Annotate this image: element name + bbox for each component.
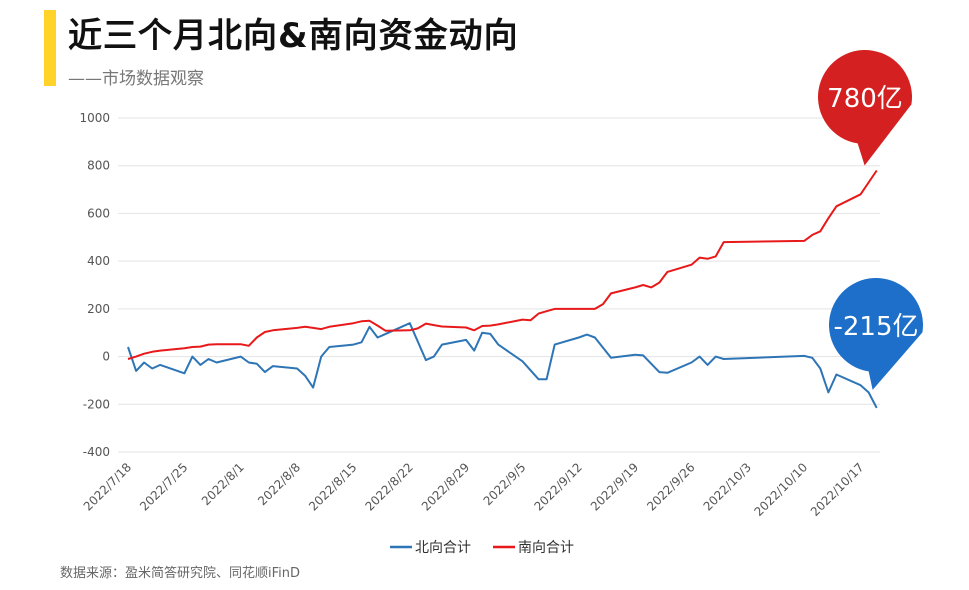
y-tick-label: 400	[87, 254, 110, 268]
y-tick-label: 600	[87, 206, 110, 220]
page-title: 近三个月北向&南向资金动向	[68, 16, 519, 56]
title-accent-bar	[44, 10, 56, 86]
y-tick-label: -200	[83, 397, 110, 411]
series-line-north	[127, 322, 878, 409]
chart-grid	[118, 117, 880, 453]
north-callout-pin	[828, 277, 923, 390]
data-source-note: 数据来源：盈米简答研究院、同花顺iFinD	[60, 566, 301, 581]
series-line-south	[127, 169, 878, 360]
x-tick-label: 2022/7/18	[81, 460, 134, 513]
x-tick-label: 2022/7/25	[137, 460, 190, 513]
y-axis-ticks: 1000 800 600 400 200 0 -200 -400	[79, 111, 110, 459]
x-tick-label: 2022/8/1	[199, 460, 247, 508]
page-subtitle: ——市场数据观察	[68, 69, 204, 89]
x-tick-label: 2022/8/8	[255, 460, 303, 508]
x-tick-label: 2022/9/26	[644, 460, 697, 513]
chart-lines	[127, 169, 878, 409]
x-tick-label: 2022/10/10	[752, 460, 811, 519]
legend-south-label: 南向合计	[518, 540, 574, 556]
x-tick-label: 2022/9/5	[481, 460, 529, 508]
x-tick-label: 2022/10/3	[701, 460, 754, 513]
y-tick-label: 0	[102, 350, 110, 364]
north-callout-label: -215亿	[833, 312, 918, 342]
legend-north-label: 北向合计	[415, 540, 471, 556]
x-tick-label: 2022/8/22	[362, 460, 415, 513]
y-tick-label: 1000	[79, 111, 110, 125]
x-axis-ticks: 2022/7/18 2022/7/25 2022/8/1 2022/8/8 2022/8…	[81, 460, 867, 519]
south-callout-label: 780亿	[827, 84, 903, 114]
x-tick-label: 2022/9/12	[532, 460, 585, 513]
south-callout-pin	[817, 50, 912, 166]
x-tick-label: 2022/9/19	[588, 460, 641, 513]
x-tick-label: 2022/10/17	[808, 460, 867, 519]
x-tick-label: 2022/8/15	[306, 460, 359, 513]
y-tick-label: -400	[83, 445, 110, 459]
south-callout: 780亿	[817, 50, 912, 166]
y-tick-label: 800	[87, 159, 110, 173]
north-callout: -215亿	[828, 277, 923, 390]
x-tick-label: 2022/8/29	[419, 460, 472, 513]
chart-legend: 北向合计 南向合计	[390, 540, 574, 556]
y-tick-label: 200	[87, 302, 110, 316]
